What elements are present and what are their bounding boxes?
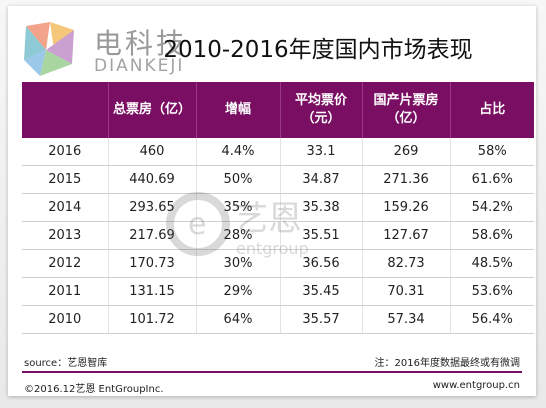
logo-en-text: DIANKEJI xyxy=(94,56,185,76)
table-row: 2014 293.65 35% 35.38 159.26 54.2% xyxy=(22,193,534,222)
table-row: 2015 440.69 50% 34.87 271.36 61.6% xyxy=(22,165,534,194)
footer-note: 注：2016年度数据最终或有微调 xyxy=(374,358,520,369)
column-header-line: 增幅 xyxy=(224,102,251,117)
footer-copyright: ©2016.12艺恩 EntGroupInc. xyxy=(24,384,164,395)
table-cell: 50% xyxy=(195,165,280,194)
table-row: 2013 217.69 28% 35.51 127.67 58.6% xyxy=(22,221,534,250)
column-header-5: 占比 xyxy=(449,82,534,138)
table-cell: 53.6% xyxy=(449,277,534,306)
table-cell: 29% xyxy=(195,277,280,306)
footer-source: source：艺恩智库 xyxy=(24,358,108,369)
table-cell: 440.69 xyxy=(107,165,196,194)
table-cell: 28% xyxy=(195,221,280,250)
table-cell: 293.65 xyxy=(107,193,196,222)
year-cell: 2016 xyxy=(22,138,108,166)
footer-divider xyxy=(22,371,522,373)
table-cell: 127.67 xyxy=(361,221,450,250)
table-cell: 34.87 xyxy=(279,165,362,194)
table-cell: 48.5% xyxy=(449,249,534,278)
column-header-line: 国产片票房 xyxy=(373,93,439,108)
table-cell: 70.31 xyxy=(361,277,450,306)
column-header-0 xyxy=(22,82,108,138)
table-cell: 460 xyxy=(107,138,196,166)
table-cell: 35.51 xyxy=(279,221,362,250)
footer-website[interactable]: www.entgroup.cn xyxy=(432,380,520,391)
table-cell: 64% xyxy=(195,305,280,334)
table-cell: 57.34 xyxy=(361,305,450,334)
table-cell: 271.36 xyxy=(361,165,450,194)
table-body: 2016 460 4.4% 33.1 269 58% 2015 440.69 50% 34.87 2… xyxy=(22,138,534,334)
table-row: 2012 170.73 30% 36.56 82.73 48.5% xyxy=(22,249,534,278)
logo-mark-icon xyxy=(24,22,74,76)
table-cell: 4.4% xyxy=(195,138,280,166)
column-header-line: （元） xyxy=(301,111,341,126)
table-cell: 56.4% xyxy=(449,305,534,334)
column-header-4: 国产片票房 （亿） xyxy=(361,82,450,138)
column-header-2: 增幅 xyxy=(195,82,280,138)
table-cell: 101.72 xyxy=(107,305,196,334)
column-header-line: （亿） xyxy=(386,111,426,126)
column-header-1: 总票房（亿） xyxy=(107,82,196,138)
column-header-3: 平均票价 （元） xyxy=(279,82,362,138)
table-cell: 35.45 xyxy=(279,277,362,306)
table-cell: 30% xyxy=(195,249,280,278)
table-cell: 58% xyxy=(449,138,534,166)
dianjeji-logo: 电科技 DIANKEJI xyxy=(22,20,212,78)
table-cell: 58.6% xyxy=(449,221,534,250)
table-cell: 33.1 xyxy=(279,138,362,166)
table-cell: 170.73 xyxy=(107,249,196,278)
table-cell: 61.6% xyxy=(449,165,534,194)
table-cell: 35% xyxy=(195,193,280,222)
table-cell: 36.56 xyxy=(279,249,362,278)
chart-title: 2010-2016年度国内市场表现 xyxy=(163,37,473,63)
table-cell: 269 xyxy=(361,138,450,166)
table-cell: 35.57 xyxy=(279,305,362,334)
column-header-line: 占比 xyxy=(479,102,506,117)
table-header-row: 总票房（亿） 增幅 平均票价 （元） 国产片票房 （亿） 占比 xyxy=(22,82,534,138)
column-header-line: 平均票价 xyxy=(294,93,347,108)
year-cell: 2013 xyxy=(22,221,108,250)
year-cell: 2011 xyxy=(22,277,108,306)
table-cell: 159.26 xyxy=(361,193,450,222)
card: 电科技 DIANKEJI 2010-2016年度国内市场表现 总票房（亿） 增幅 平… xyxy=(8,6,536,396)
table-row: 2016 460 4.4% 33.1 269 58% xyxy=(22,138,534,166)
logo-cn-text: 电科技 xyxy=(94,27,188,60)
year-cell: 2015 xyxy=(22,165,108,194)
table-cell: 82.73 xyxy=(361,249,450,278)
table-cell: 54.2% xyxy=(449,193,534,222)
table-row: 2010 101.72 64% 35.57 57.34 56.4% xyxy=(22,305,534,334)
year-cell: 2014 xyxy=(22,193,108,222)
column-header-line: 总票房（亿） xyxy=(112,102,191,117)
table-row: 2011 131.15 29% 35.45 70.31 53.6% xyxy=(22,277,534,306)
table-cell: 35.38 xyxy=(279,193,362,222)
year-cell: 2012 xyxy=(22,249,108,278)
table-cell: 131.15 xyxy=(107,277,196,306)
year-cell: 2010 xyxy=(22,305,108,334)
table-cell: 217.69 xyxy=(107,221,196,250)
market-table: 总票房（亿） 增幅 平均票价 （元） 国产片票房 （亿） 占比 2016 460 4.4% 33.… xyxy=(22,82,534,334)
